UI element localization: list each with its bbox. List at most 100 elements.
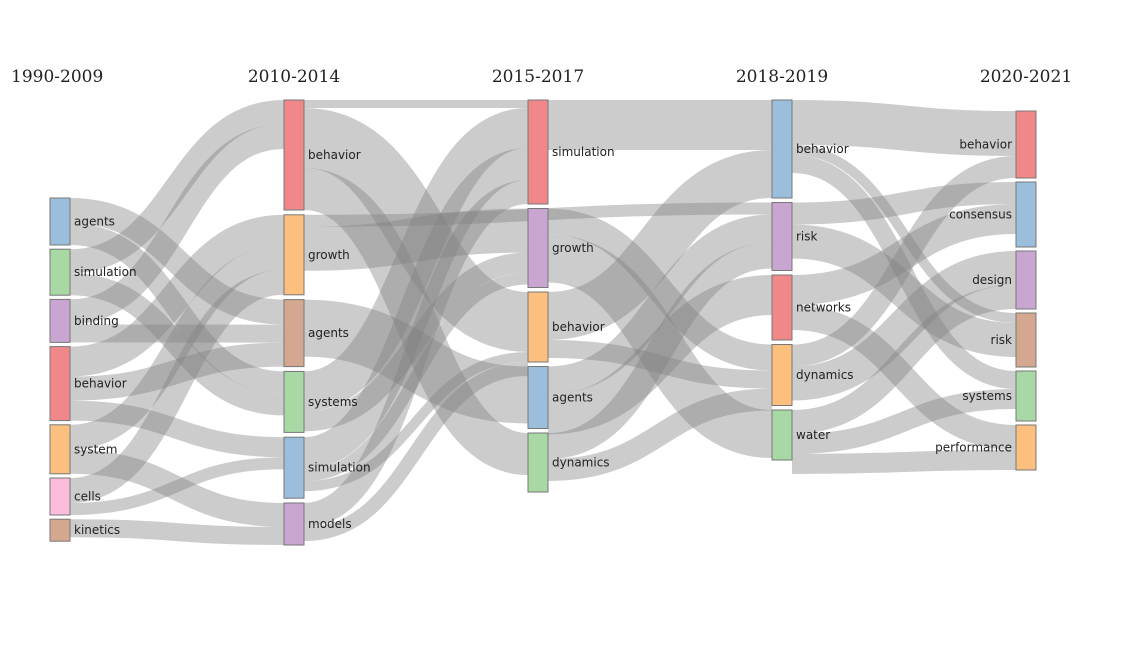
node-system[interactable]: system bbox=[49, 424, 117, 475]
flow-behavior-to-behavior[interactable] bbox=[546, 150, 774, 340]
flow-behavior-to-behavior[interactable] bbox=[301, 108, 531, 352]
node-growth[interactable]: growth bbox=[283, 214, 350, 296]
node-risk[interactable]: risk bbox=[991, 312, 1037, 368]
node-binding[interactable]: binding bbox=[49, 298, 119, 343]
node-networks[interactable]: networks bbox=[771, 274, 851, 341]
node-simulation[interactable]: simulation bbox=[49, 248, 137, 296]
flow-dynamics-to-behavior[interactable] bbox=[791, 156, 1017, 367]
node-bar[interactable] bbox=[49, 477, 71, 516]
node-cells[interactable]: cells bbox=[49, 477, 101, 516]
flow-simulation-to-growth[interactable] bbox=[303, 272, 529, 482]
node-dynamics[interactable]: dynamics bbox=[527, 432, 610, 493]
flow-growth-to-water[interactable] bbox=[546, 234, 774, 458]
flow-networks-to-consensus[interactable] bbox=[791, 204, 1017, 305]
node-bar[interactable] bbox=[1015, 110, 1037, 179]
flow-behavior-to-dynamics[interactable] bbox=[547, 340, 773, 389]
node-bar[interactable] bbox=[49, 248, 71, 296]
node-bar[interactable] bbox=[49, 518, 71, 542]
node-models[interactable]: models bbox=[283, 502, 352, 546]
flow-models-to-behavior[interactable] bbox=[303, 362, 529, 541]
node-bar[interactable] bbox=[771, 99, 793, 199]
flow-behavior-to-agents[interactable] bbox=[69, 342, 285, 401]
node-bar[interactable] bbox=[771, 202, 793, 271]
node-bar[interactable] bbox=[1015, 181, 1037, 248]
node-bar[interactable] bbox=[49, 197, 71, 246]
flow-dynamics-to-dynamics[interactable] bbox=[547, 388, 773, 481]
node-design[interactable]: design bbox=[972, 250, 1037, 310]
node-agents[interactable]: agents bbox=[49, 197, 115, 246]
flow-agents-to-networks[interactable] bbox=[547, 275, 773, 435]
node-agents[interactable]: agents bbox=[527, 366, 593, 429]
flow-simulation-to-behavior[interactable] bbox=[69, 100, 285, 274]
node-growth[interactable]: growth bbox=[527, 208, 594, 288]
node-bar[interactable] bbox=[771, 409, 793, 461]
node-systems[interactable]: systems bbox=[283, 370, 358, 433]
node-behavior[interactable]: behavior bbox=[283, 99, 361, 211]
node-bar[interactable] bbox=[49, 298, 71, 343]
flow-systems-to-growth[interactable] bbox=[303, 252, 529, 432]
node-bar[interactable] bbox=[527, 208, 549, 288]
node-bar[interactable] bbox=[283, 436, 305, 499]
node-bar[interactable] bbox=[527, 291, 549, 363]
flow-system-to-models[interactable] bbox=[69, 449, 285, 527]
node-bar[interactable] bbox=[1015, 370, 1037, 422]
flow-dynamics-to-risk[interactable] bbox=[547, 242, 773, 459]
flow-behavior-to-risk[interactable] bbox=[791, 145, 1017, 323]
node-risk[interactable]: risk bbox=[771, 202, 818, 271]
node-bar[interactable] bbox=[283, 502, 305, 546]
flow-cells-to-simulation[interactable] bbox=[69, 457, 285, 515]
flow-system-to-growth[interactable] bbox=[69, 244, 285, 450]
flow-behavior-to-simulation[interactable] bbox=[69, 400, 285, 458]
node-bar[interactable] bbox=[283, 99, 305, 211]
node-bar[interactable] bbox=[1015, 250, 1037, 310]
flow-networks-to-performance[interactable] bbox=[791, 305, 1017, 450]
node-bar[interactable] bbox=[283, 214, 305, 296]
node-bar[interactable] bbox=[1015, 312, 1037, 368]
node-bar[interactable] bbox=[527, 99, 549, 205]
node-bar[interactable] bbox=[527, 366, 549, 429]
flow-growth-to-growth[interactable] bbox=[303, 208, 529, 271]
node-behavior[interactable]: behavior bbox=[527, 291, 605, 363]
flow-cells-to-growth[interactable] bbox=[69, 269, 285, 503]
node-bar[interactable] bbox=[1015, 424, 1037, 471]
flow-simulation-to-systems[interactable] bbox=[69, 273, 285, 416]
flow-behavior-to-systems[interactable] bbox=[791, 155, 1017, 389]
node-behavior[interactable]: behavior bbox=[771, 99, 849, 199]
flow-behavior-to-behavior[interactable] bbox=[791, 100, 1017, 156]
node-bar[interactable] bbox=[49, 424, 71, 475]
flow-behavior-to-growth[interactable] bbox=[69, 214, 285, 377]
node-water[interactable]: water bbox=[771, 409, 830, 461]
flow-behavior-to-dynamics[interactable] bbox=[302, 168, 530, 475]
flow-water-to-design[interactable] bbox=[791, 285, 1017, 434]
node-agents[interactable]: agents bbox=[283, 299, 349, 368]
node-kinetics[interactable]: kinetics bbox=[49, 518, 120, 542]
flow-dynamics-to-design[interactable] bbox=[791, 251, 1017, 401]
flow-growth-to-dynamics[interactable] bbox=[547, 208, 773, 371]
flow-systems-to-simulation[interactable] bbox=[302, 108, 530, 412]
node-consensus[interactable]: consensus bbox=[949, 181, 1037, 248]
node-bar[interactable] bbox=[527, 432, 549, 493]
flow-simulation-to-behavior[interactable] bbox=[303, 352, 529, 492]
node-behavior[interactable]: behavior bbox=[959, 110, 1037, 179]
node-bar[interactable] bbox=[283, 299, 305, 368]
node-systems[interactable]: systems bbox=[962, 370, 1037, 422]
node-performance[interactable]: performance bbox=[935, 424, 1037, 471]
flow-water-to-systems[interactable] bbox=[791, 389, 1017, 454]
node-bar[interactable] bbox=[771, 344, 793, 406]
flow-kinetics-to-models[interactable] bbox=[69, 519, 285, 545]
node-bar[interactable] bbox=[49, 346, 71, 422]
flow-agents-to-agents[interactable] bbox=[69, 198, 285, 325]
flow-agents-to-systems[interactable] bbox=[69, 223, 285, 394]
flow-agents-to-agents[interactable] bbox=[303, 299, 529, 424]
flow-binding-to-behavior[interactable] bbox=[69, 124, 285, 325]
flow-risk-to-consensus[interactable] bbox=[791, 182, 1017, 225]
flow-risk-to-risk[interactable] bbox=[791, 224, 1017, 357]
node-behavior[interactable]: behavior bbox=[49, 346, 127, 422]
node-simulation[interactable]: simulation bbox=[283, 436, 371, 499]
node-simulation[interactable]: simulation bbox=[527, 99, 615, 205]
node-dynamics[interactable]: dynamics bbox=[771, 344, 854, 406]
flow-agents-to-risk[interactable] bbox=[547, 214, 773, 395]
flow-simulation-to-simulation[interactable] bbox=[302, 148, 530, 470]
flow-models-to-simulation[interactable] bbox=[302, 180, 530, 527]
node-bar[interactable] bbox=[771, 274, 793, 341]
